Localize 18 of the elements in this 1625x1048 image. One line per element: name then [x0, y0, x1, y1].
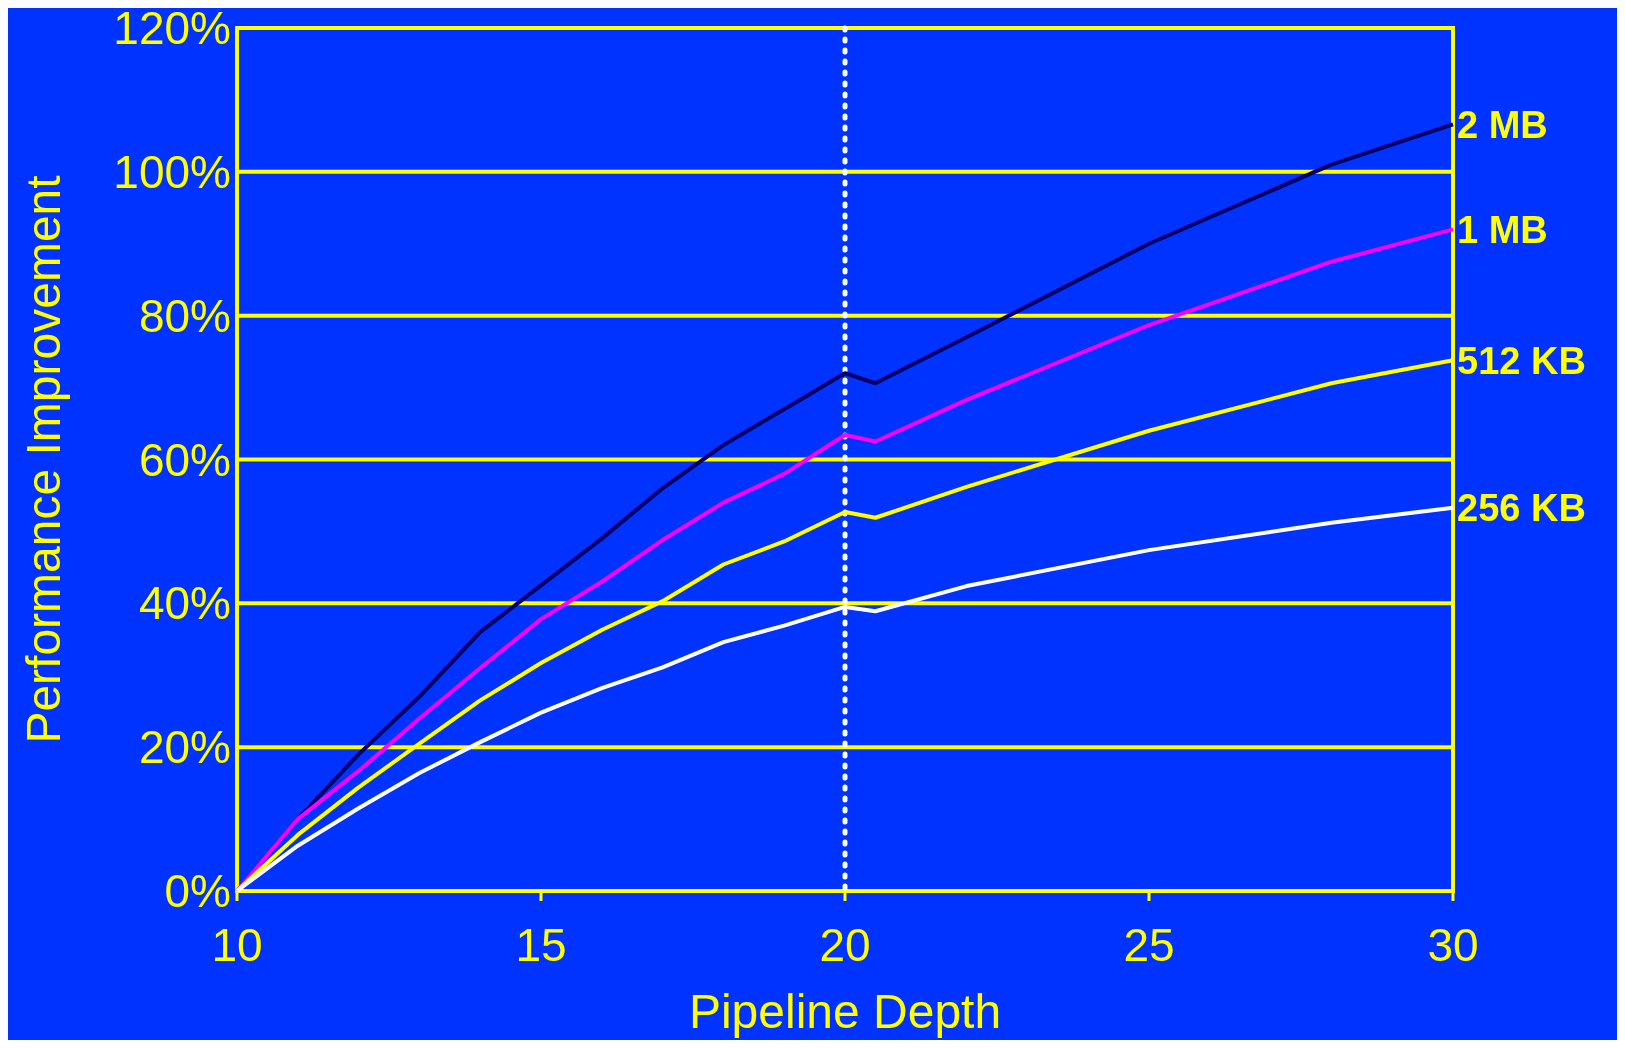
series-label: 1 MB [1457, 208, 1548, 251]
y-tick-label: 60% [138, 433, 231, 486]
x-tick-label: 30 [1427, 919, 1479, 971]
y-tick-label: 40% [138, 577, 231, 630]
series-label: 512 KB [1457, 339, 1586, 382]
series-label: 256 KB [1457, 486, 1586, 529]
x-axis-title: Pipeline Depth [688, 985, 1002, 1038]
y-tick-label: 120% [113, 2, 231, 55]
y-tick-label: 80% [138, 289, 231, 342]
series-label: 2 MB [1457, 103, 1548, 146]
x-tick-label: 15 [515, 919, 567, 971]
y-tick-label: 20% [138, 721, 231, 774]
x-tick-label: 20 [819, 919, 871, 971]
x-tick-label: 25 [1123, 919, 1175, 971]
x-tick-label: 10 [211, 919, 263, 971]
y-tick-label: 100% [113, 145, 231, 198]
y-axis-title: Performance Improvement [17, 175, 70, 744]
y-tick-label: 0% [164, 865, 231, 918]
